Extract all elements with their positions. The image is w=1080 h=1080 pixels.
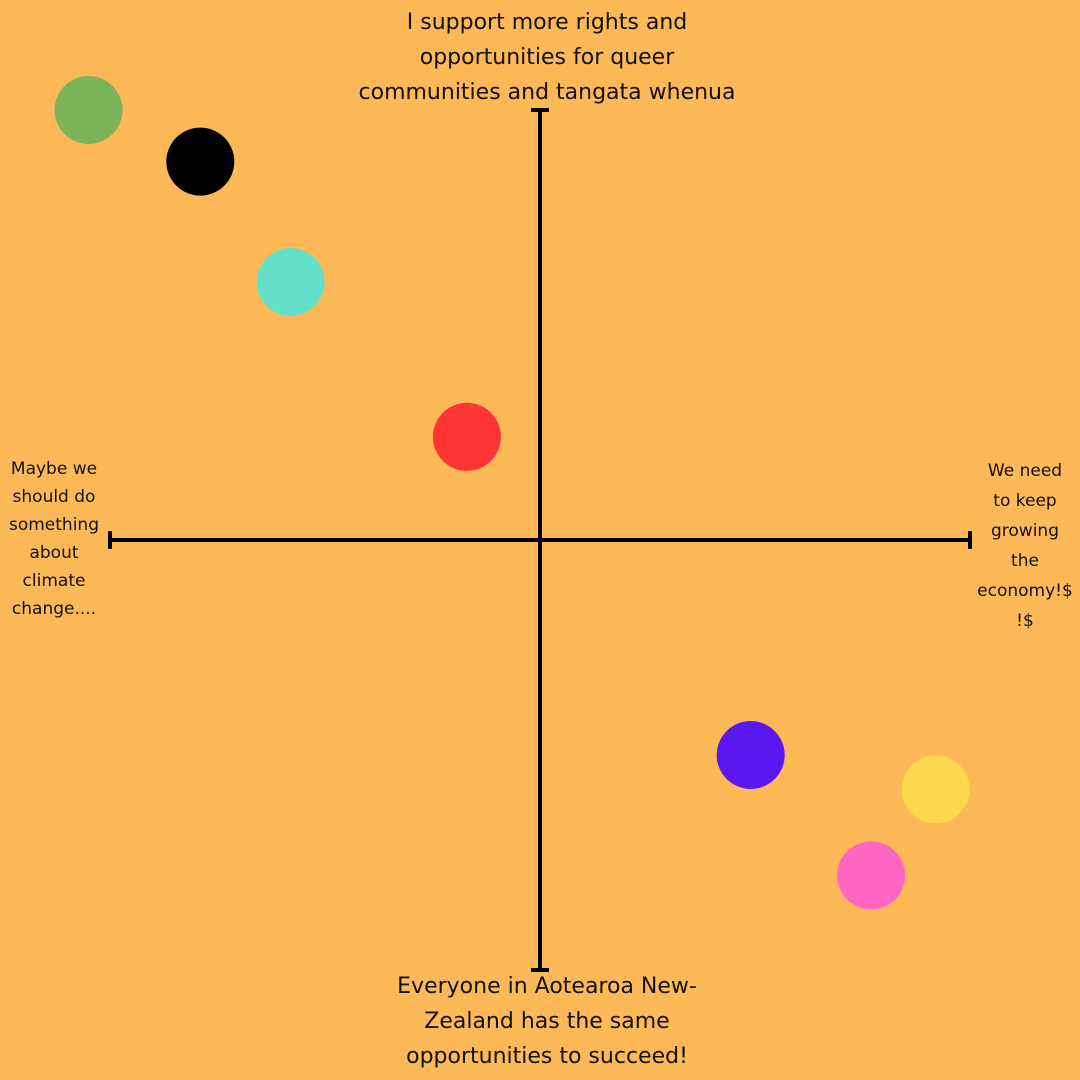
data-point-3 (256, 248, 325, 316)
left-axis-label: Maybe we should do something about clima… (8, 459, 99, 619)
data-point-5 (716, 721, 785, 789)
data-point-1 (54, 76, 123, 144)
data-point-2 (166, 127, 235, 196)
right-axis-label: We need to keep growing the economy!$ !$ (977, 461, 1073, 631)
data-points (54, 76, 970, 910)
data-point-6 (901, 755, 970, 824)
top-axis-label: I support more rights and opportunities … (358, 10, 736, 105)
data-point-7 (837, 841, 906, 910)
vertical-axis (531, 108, 549, 972)
bottom-axis-label: Everyone in Aotearoa New- Zealand has th… (397, 974, 697, 1069)
data-point-4 (432, 402, 501, 471)
